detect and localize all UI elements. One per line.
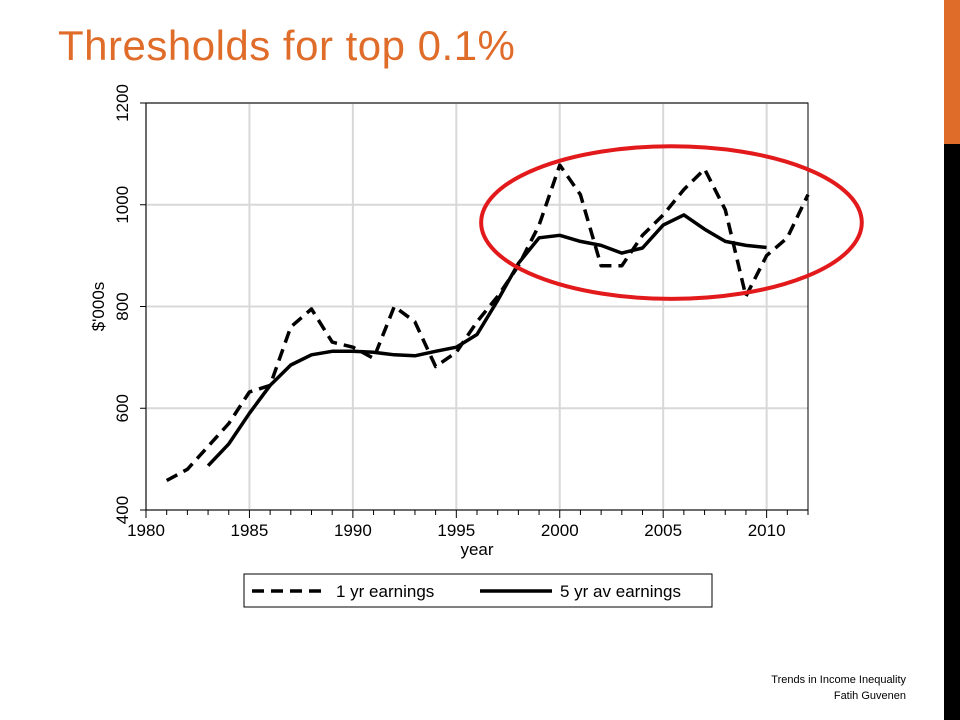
x-axis-label: year [460, 540, 493, 559]
y-tick-label: 800 [113, 292, 132, 320]
footer-line-2: Fatih Guvenen [833, 690, 906, 702]
legend-box [243, 573, 713, 608]
series-line-1 [206, 213, 767, 467]
x-tick-label: 2000 [541, 521, 579, 540]
y-axis-label: $'000s [89, 282, 108, 332]
y-tick-label: 1000 [113, 186, 132, 224]
legend: 1 yr earnings 5 yr av earnings [243, 573, 713, 608]
x-tick-label: 1980 [127, 521, 165, 540]
highlight-ellipse [479, 144, 864, 301]
footer: Trends in Income Inequality Fatih Guvene… [771, 672, 906, 704]
legend-label: 5 yr av earnings [560, 582, 681, 601]
x-tick-label: 1995 [437, 521, 475, 540]
slide-title: Thresholds for top 0.1% [58, 22, 516, 69]
series-line-0 [165, 163, 810, 483]
x-tick-label: 1990 [334, 521, 372, 540]
y-tick-label: 600 [113, 394, 132, 422]
x-tick-label: 1985 [231, 521, 269, 540]
sidebar-accent-bar [944, 0, 960, 144]
y-tick-label: 1200 [113, 84, 132, 122]
sidebar-black-bar [944, 144, 960, 720]
footer-line-1: Trends in Income Inequality [771, 674, 906, 686]
x-tick-label: 2010 [748, 521, 786, 540]
y-tick-label: 400 [113, 496, 132, 524]
legend-label: 1 yr earnings [336, 582, 434, 601]
x-tick-label: 2005 [644, 521, 682, 540]
